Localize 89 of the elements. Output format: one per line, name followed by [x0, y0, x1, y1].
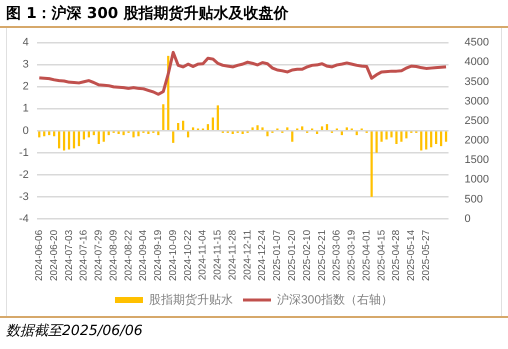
bar: [58, 131, 60, 148]
bar: [256, 125, 259, 130]
bar: [98, 131, 100, 144]
x-tick-label: 2025-04-28: [391, 229, 402, 282]
x-tick-label: 2024-10-09: [168, 229, 179, 282]
bar: [206, 124, 210, 130]
y-tick-label: 3: [22, 58, 29, 71]
bar: [43, 131, 46, 136]
y-tick-label: 0: [22, 124, 29, 137]
y-tick-label: -2: [19, 168, 29, 181]
y-tick-label: 2: [22, 80, 29, 93]
legend-label: 股指期货升贴水: [148, 292, 233, 306]
x-tick-label: 2025-03-06: [332, 229, 343, 282]
bar: [356, 131, 358, 136]
y2-tick-label: 3500: [464, 76, 490, 88]
y2-tick-label: 1500: [464, 154, 490, 166]
x-tick-label: 2024-12-11: [242, 229, 254, 280]
bar: [405, 131, 408, 138]
bar: [72, 131, 76, 148]
bar: [132, 131, 135, 138]
bar: [118, 131, 120, 134]
x-tick-label: 2025-01-07: [272, 229, 284, 282]
bar: [216, 105, 219, 130]
bar: [370, 131, 373, 197]
x-tick-label: 2025-03-19: [346, 229, 358, 282]
x-tick-label: 2024-09-19: [153, 229, 164, 282]
y-tick-label: -4: [19, 212, 29, 225]
bar: [157, 131, 160, 136]
bar: [420, 131, 422, 151]
x-tick-label: 2024-07-03: [64, 229, 75, 282]
x-tick-label: 2025-05-27: [420, 229, 432, 282]
y2-tick-label: 3000: [464, 95, 490, 108]
x-tick-label: 2024-12-24: [257, 229, 268, 282]
bar: [291, 131, 294, 142]
y2-tick-label: 500: [464, 193, 483, 206]
x-tick-label: 2024-10-22: [182, 229, 194, 282]
bar: [186, 131, 190, 138]
chart-title: 图 1：沪深 300 股指期货升贴水及收盘价: [0, 0, 508, 28]
text: 数据截至2025/06/06: [6, 323, 143, 339]
bar: [286, 127, 288, 130]
x-tick-label: 2025-05-14: [406, 229, 418, 282]
y-tick-label: 1: [22, 102, 29, 115]
bar: [435, 131, 438, 144]
x-tick-label: 2025-02-21: [316, 229, 328, 282]
x-tick-label: 2024-08-22: [123, 229, 134, 282]
bar: [395, 131, 398, 144]
y2-tick-label: 4000: [464, 56, 490, 68]
bar: [390, 131, 393, 138]
y-tick-label: -3: [19, 190, 29, 203]
bar: [425, 131, 428, 150]
y2-tick-label: 4500: [464, 36, 490, 49]
x-tick-label: 2024-07-29: [94, 229, 105, 282]
bar: [177, 123, 180, 130]
y2-tick-label: 2500: [464, 114, 490, 127]
x-tick-label: 2024-07-16: [78, 229, 90, 282]
y-tick-label: 4: [22, 36, 29, 49]
x-tick-label: 2025-01-20: [287, 229, 298, 282]
bar: [212, 118, 214, 130]
bar: [162, 104, 164, 130]
x-tick-label: 2024-09-04: [138, 229, 150, 282]
x-tick-label: 2025-04-15: [376, 229, 388, 282]
bar: [88, 131, 90, 138]
y2-tick-label: 0: [464, 212, 471, 225]
bar: [430, 131, 432, 148]
bar: [108, 131, 110, 136]
bar: [232, 131, 234, 134]
bar: [38, 131, 40, 138]
bar: [326, 124, 328, 130]
x-tick-label: 2025-04-01: [361, 229, 372, 282]
bar: [301, 126, 304, 130]
x-tick-label: 2024-06-20: [48, 229, 60, 282]
bar: [242, 131, 244, 134]
bar: [48, 131, 50, 136]
y2-tick-label: 2000: [464, 134, 490, 147]
bar: [375, 131, 378, 153]
y-tick-label: -1: [19, 146, 29, 159]
bar: [346, 127, 348, 130]
bar: [92, 131, 95, 136]
bar: [102, 131, 105, 142]
x-tick-label: 2025-02-10: [302, 229, 313, 282]
x-tick-label: 2024-11-28: [227, 229, 238, 280]
bar: [172, 131, 174, 143]
y2-tick-label: 1000: [464, 174, 490, 186]
legend-label: 沪深300指数（右轴）: [276, 292, 394, 306]
bar: [53, 131, 56, 136]
x-tick-label: 2024-08-09: [108, 229, 120, 282]
x-tick-label: 2024-06-06: [34, 229, 46, 282]
x-tick-label: 2024-11-15: [212, 229, 224, 280]
x-tick-label: 2024-11-04: [198, 229, 209, 280]
